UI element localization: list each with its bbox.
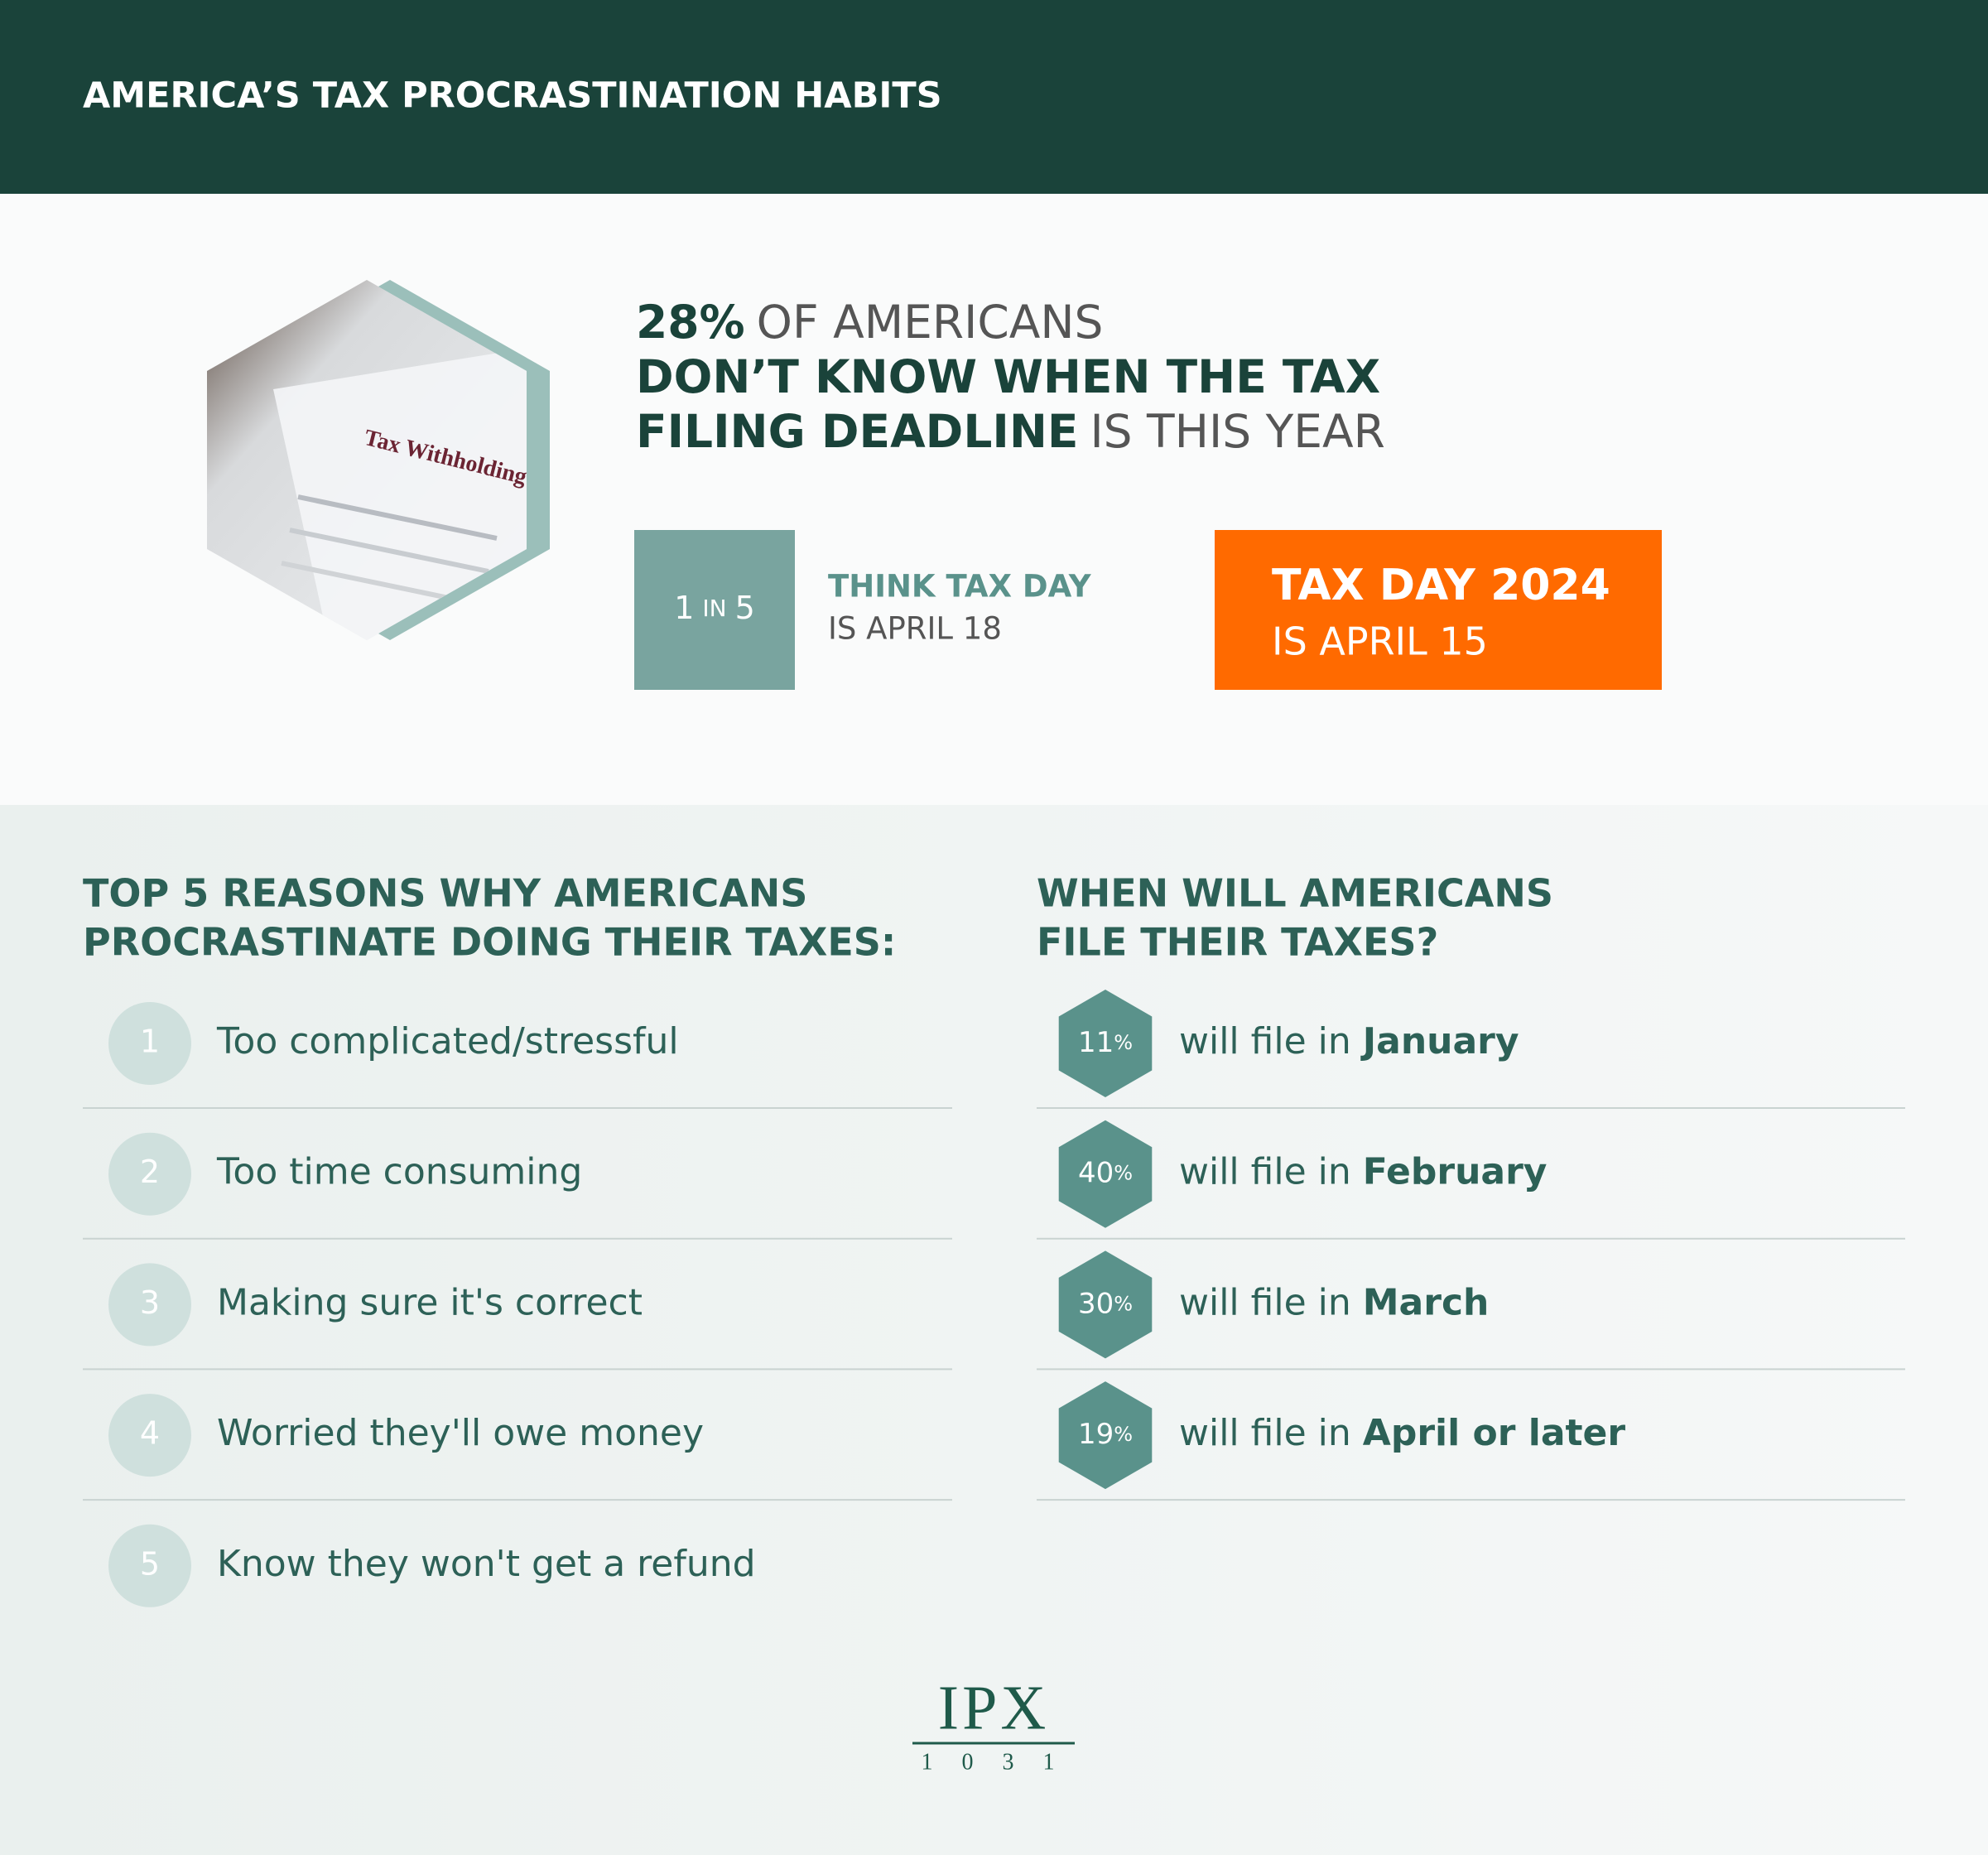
tax-day-box [1215,530,1662,690]
reason-number: 1 [140,1024,160,1060]
percent-unit: % [1114,1162,1133,1185]
reason-badge [108,1524,191,1607]
filing-month: April or later [1363,1412,1626,1454]
headline-bold: FILING DEADLINE [636,405,1078,458]
reason-text: Too time consuming [216,1151,582,1193]
ratio-den: 5 [735,590,755,626]
filing-text: will file in March [1179,1281,1489,1323]
percent-value: 30 [1078,1287,1114,1320]
ratio-word: IN [702,595,726,622]
headline-text: IS THIS YEAR [1090,405,1384,458]
filing-prefix: will file in [1179,1020,1351,1062]
percent-value: 40 [1078,1156,1114,1189]
reason-badge [108,1132,191,1216]
logo-name: IPX [938,1673,1049,1742]
percent: 40% [1078,1156,1133,1189]
reasons-title: PROCRASTINATE DOING THEIR TAXES: [83,920,896,965]
filing-prefix: will file in [1179,1151,1351,1193]
filing-month: January [1360,1020,1519,1062]
percent-badge [1058,1381,1153,1490]
ratio-text: THINK TAX DAY [828,569,1092,605]
logo-number: 1 0 3 1 [922,1749,1066,1775]
filing-text: will file in February [1179,1151,1547,1193]
filing-text: will file in April or later [1179,1412,1625,1454]
percent-badge [1058,990,1153,1097]
reason-number: 3 [140,1284,160,1321]
percent: 19% [1078,1418,1133,1451]
reason-number: 5 [140,1545,160,1582]
percent-badge [1058,1250,1153,1359]
header-title: AMERICA’S TAX PROCRASTINATION HABITS [83,75,942,117]
filing-title: FILE THEIR TAXES? [1037,920,1438,965]
tax-day-date: IS APRIL 15 [1272,619,1488,664]
filing-month: March [1363,1281,1490,1323]
reason-badge [108,1002,191,1085]
filing-title: WHEN WILL AMERICANS [1037,871,1553,916]
headline-text: OF AMERICANS [757,296,1104,349]
ratio-text: IS APRIL 18 [828,611,1002,647]
tax-day-title: TAX DAY 2024 [1272,561,1610,610]
filing-prefix: will file in [1179,1281,1351,1323]
percent-value: 11 [1078,1026,1114,1059]
filing-text: will file in January [1179,1020,1519,1062]
ratio-num: 1 [674,590,694,626]
headline-line1: 28% OF AMERICANS [636,296,1103,349]
reason-badge [108,1263,191,1347]
reason-badge [108,1394,191,1477]
reason-text: Worried they'll owe money [217,1412,704,1454]
headline-stat: 28% [636,296,745,349]
reason-number: 4 [140,1415,160,1452]
reason-text: Too complicated/stressful [216,1020,679,1062]
headline-line2: DON’T KNOW WHEN THE TAX [636,350,1380,403]
header-bar [0,0,1988,194]
ratio: 1 IN 5 [674,590,755,626]
ratio-box [634,530,795,690]
headline-line3: FILING DEADLINE IS THIS YEAR [636,405,1385,458]
percent-unit: % [1114,1292,1133,1315]
reason-text: Making sure it's correct [217,1281,643,1323]
filing-prefix: will file in [1179,1412,1351,1454]
percent-unit: % [1114,1423,1133,1446]
reasons-title: TOP 5 REASONS WHY AMERICANS [83,871,807,916]
percent: 30% [1078,1287,1133,1320]
reason-number: 2 [140,1154,160,1190]
reason-text: Know they won't get a refund [217,1543,756,1585]
percent-badge [1058,1120,1153,1228]
percent-value: 19 [1078,1418,1114,1451]
percent: 11% [1078,1026,1133,1059]
lower-bg [0,805,1988,1855]
filing-month: February [1363,1151,1548,1193]
lists: 1 Too complicated/stressful 2 Too time cons… [83,990,1905,1607]
percent-unit: % [1114,1031,1133,1054]
